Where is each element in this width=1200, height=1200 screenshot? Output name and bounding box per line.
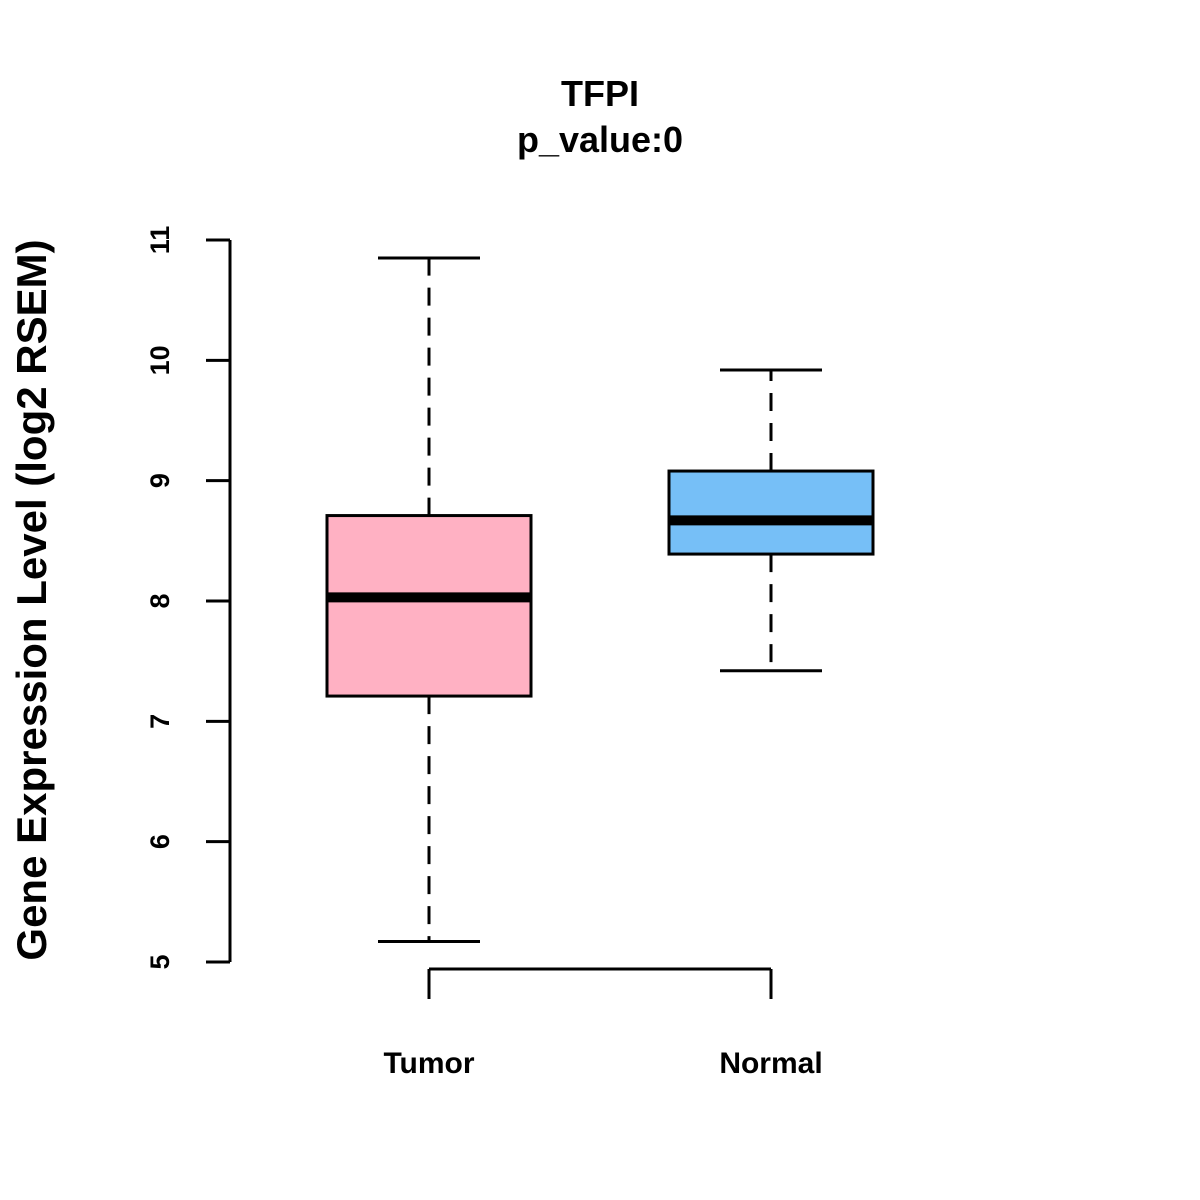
x-tick-label-tumor: Tumor bbox=[383, 1047, 474, 1080]
iqr-box-normal bbox=[667, 469, 875, 556]
y-tick-label-11: 11 bbox=[145, 226, 175, 255]
box-group bbox=[325, 256, 875, 944]
y-tick-label-8: 8 bbox=[145, 593, 175, 608]
box-tumor bbox=[325, 256, 533, 944]
x-axis: Tumor Normal bbox=[383, 967, 823, 1080]
y-tick-label-6: 6 bbox=[145, 834, 175, 849]
y-tick-label-7: 7 bbox=[145, 714, 175, 729]
iqr-box-tumor bbox=[325, 514, 533, 698]
y-tick-label-9: 9 bbox=[145, 473, 175, 488]
y-tick-label-5: 5 bbox=[145, 954, 175, 969]
chart-title: TFPI bbox=[561, 73, 639, 114]
box-normal bbox=[667, 368, 875, 673]
y-axis: 5 6 7 8 9 10 11 bbox=[145, 226, 232, 970]
chart-subtitle: p_value:0 bbox=[517, 119, 683, 160]
y-axis-label: Gene Expression Level (log2 RSEM) bbox=[8, 239, 55, 960]
x-tick-label-normal: Normal bbox=[719, 1047, 822, 1080]
y-tick-label-10: 10 bbox=[145, 345, 175, 375]
